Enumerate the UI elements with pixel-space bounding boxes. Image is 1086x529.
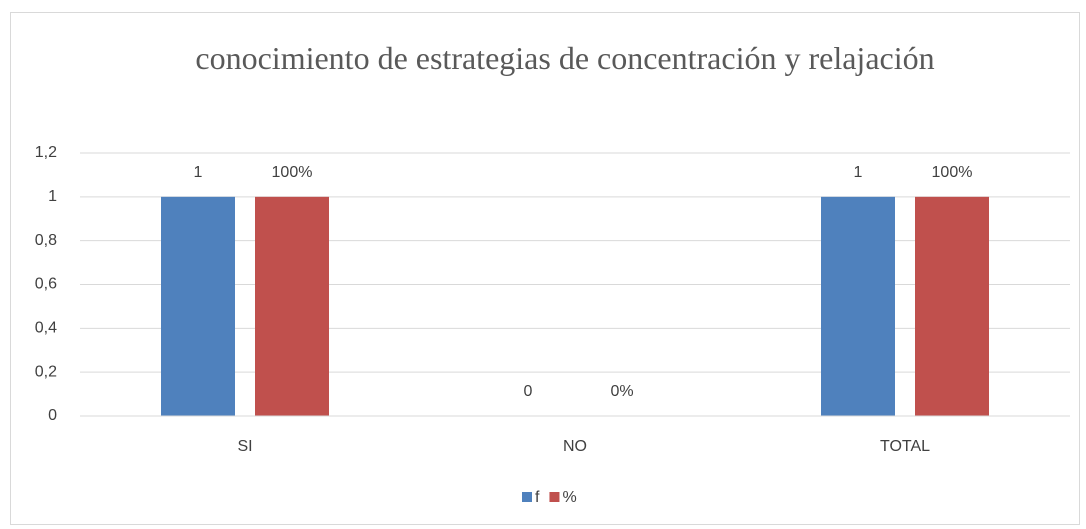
legend-label: %	[562, 489, 576, 506]
data-label: 100%	[932, 164, 973, 181]
bar	[255, 196, 329, 416]
y-tick-label: 1	[48, 188, 57, 205]
bar	[821, 196, 895, 416]
bar	[161, 196, 235, 416]
legend-swatch	[522, 492, 532, 502]
chart-title: conocimiento de estrategias de concentra…	[195, 40, 935, 76]
y-tick-label: 0,2	[35, 363, 57, 380]
data-label: 0%	[610, 383, 633, 400]
data-label: 1	[854, 164, 863, 181]
legend-swatch	[549, 492, 560, 502]
y-tick-label: 1,2	[35, 144, 57, 161]
y-tick-label: 0,4	[35, 320, 57, 337]
y-tick-label: 0,8	[35, 232, 57, 249]
data-label: 0	[524, 383, 533, 400]
y-tick-label: 0	[48, 407, 57, 424]
legend-label: f	[535, 489, 540, 506]
data-label: 1	[194, 164, 203, 181]
bar	[915, 196, 989, 416]
x-tick-label: TOTAL	[880, 438, 930, 455]
y-tick-label: 0,6	[35, 276, 57, 293]
x-tick-label: SI	[237, 438, 252, 455]
data-label: 100%	[272, 164, 313, 181]
x-tick-label: NO	[563, 438, 587, 455]
